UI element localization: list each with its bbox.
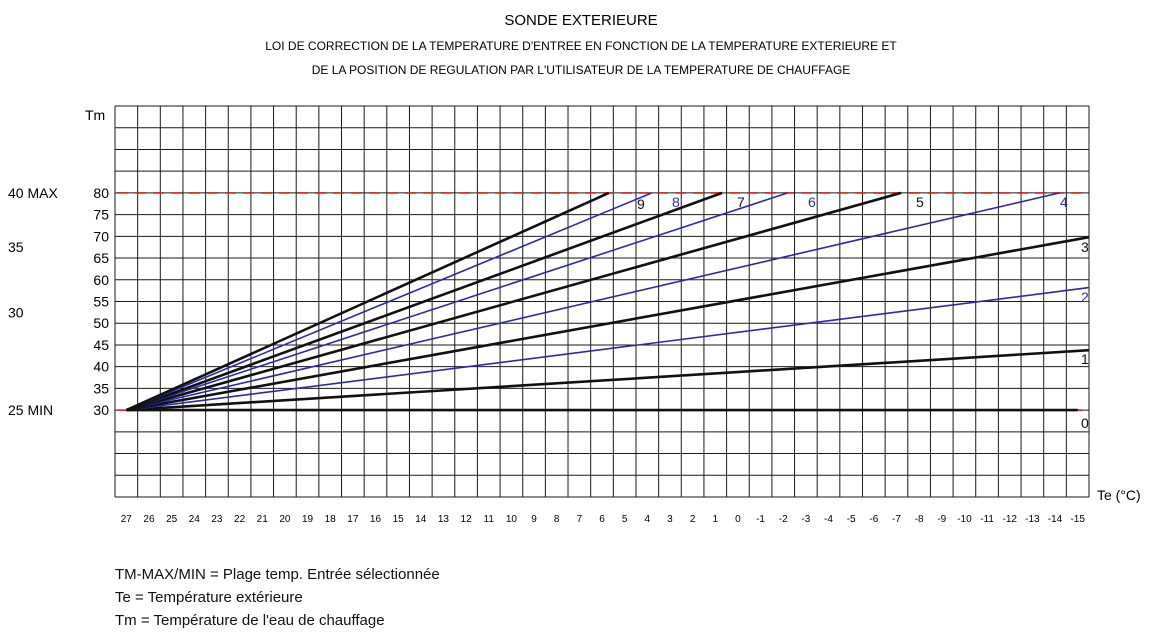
outer-scale-label: 35 bbox=[8, 239, 24, 255]
x-tick-label: 23 bbox=[211, 514, 223, 525]
y-tick-label: 55 bbox=[93, 294, 109, 310]
x-tick-label: 1 bbox=[712, 514, 718, 525]
x-tick-label: -4 bbox=[824, 514, 833, 525]
x-tick-label: 12 bbox=[461, 514, 473, 525]
y-tick-label: 45 bbox=[93, 337, 109, 353]
x-tick-label: 2 bbox=[690, 514, 696, 525]
y-tick-label: 65 bbox=[93, 250, 109, 266]
x-tick-label: -6 bbox=[869, 514, 878, 525]
y-tick-label: 70 bbox=[93, 228, 109, 244]
y-tick-label: 40 bbox=[93, 359, 109, 375]
x-axis-label: Te (°C) bbox=[1097, 487, 1141, 503]
x-tick-label: -15 bbox=[1070, 514, 1085, 525]
x-tick-label: 8 bbox=[554, 514, 560, 525]
legend-line-tm: Tm = Température de l'eau de chauffage bbox=[115, 612, 385, 629]
series-label-1: 1 bbox=[1081, 351, 1089, 367]
y-tick-label: 75 bbox=[93, 207, 109, 223]
x-tick-label: -2 bbox=[779, 514, 788, 525]
y-axis-label: Tm bbox=[85, 107, 105, 123]
x-tick-label: -12 bbox=[1002, 514, 1017, 525]
outer-scale-label: 40 MAX bbox=[8, 185, 58, 201]
x-tick-label: 7 bbox=[577, 514, 583, 525]
grid bbox=[114, 105, 1090, 498]
x-tick-label: -13 bbox=[1025, 514, 1040, 525]
y-tick-label: 50 bbox=[93, 315, 109, 331]
y-tick-label: 35 bbox=[93, 380, 109, 396]
series-label-0: 0 bbox=[1081, 415, 1089, 431]
series-line-7 bbox=[125, 191, 723, 412]
x-tick-label: 25 bbox=[166, 514, 178, 525]
y-tick-label: 60 bbox=[93, 272, 109, 288]
x-tick-label: -11 bbox=[980, 514, 994, 525]
x-tick-label: 10 bbox=[506, 514, 518, 525]
series-line-5 bbox=[125, 191, 902, 412]
x-tick-label: 18 bbox=[325, 514, 337, 525]
x-tick-label: -10 bbox=[957, 514, 972, 525]
x-tick-label: 16 bbox=[370, 514, 382, 525]
tick-labels: 27 26 25 24 23 22 21 20 19 18 17 16 15 14 13 12 11 10 9 8 7 6… bbox=[8, 185, 1085, 525]
series-label-3: 3 bbox=[1081, 239, 1089, 255]
x-tick-label: 6 bbox=[599, 514, 605, 525]
x-tick-label: -7 bbox=[892, 514, 901, 525]
series-line-1 bbox=[126, 348, 1090, 412]
series-line-2 bbox=[126, 286, 1090, 411]
x-tick-label: 27 bbox=[121, 514, 133, 525]
x-tick-label: 3 bbox=[667, 514, 673, 525]
x-tick-label: 21 bbox=[257, 514, 269, 525]
series-line-4 bbox=[126, 192, 1060, 411]
series-line-6 bbox=[126, 192, 788, 411]
series-label-5: 5 bbox=[916, 194, 924, 210]
x-tick-label: -1 bbox=[756, 514, 765, 525]
x-tick-label: 17 bbox=[347, 514, 359, 525]
x-tick-label: 5 bbox=[622, 514, 628, 525]
series-line-9 bbox=[125, 191, 610, 412]
x-tick-label: 9 bbox=[531, 514, 537, 525]
x-tick-label: 26 bbox=[143, 514, 155, 525]
x-tick-label: 13 bbox=[438, 514, 450, 525]
legend-line-te: Te = Température extérieure bbox=[115, 589, 303, 606]
series-label-7: 7 bbox=[737, 194, 745, 210]
x-tick-label: -9 bbox=[937, 514, 946, 525]
outer-scale-label: 30 bbox=[8, 304, 24, 320]
series-label-4: 4 bbox=[1060, 194, 1068, 210]
y-tick-label: 80 bbox=[93, 185, 109, 201]
series-lines: 0 1 2 3 4 5 6 7 8 9 bbox=[125, 191, 1090, 431]
x-tick-label: 24 bbox=[189, 514, 201, 525]
x-tick-label: 11 bbox=[484, 514, 495, 525]
chart-subtitle-line-1: LOI DE CORRECTION DE LA TEMPERATURE D'EN… bbox=[265, 39, 897, 53]
x-tick-label: 20 bbox=[279, 514, 291, 525]
y-tick-label: 30 bbox=[93, 402, 109, 418]
x-tick-label: -3 bbox=[801, 514, 810, 525]
series-line-3 bbox=[126, 235, 1090, 412]
series-label-2: 2 bbox=[1081, 289, 1089, 305]
x-tick-label: 19 bbox=[302, 514, 314, 525]
x-tick-label: -14 bbox=[1048, 514, 1063, 525]
x-tick-label: 15 bbox=[393, 514, 405, 525]
x-tick-label: -8 bbox=[915, 514, 924, 525]
legend: TM-MAX/MIN = Plage temp. Entrée sélectio… bbox=[115, 563, 440, 632]
x-tick-label: 0 bbox=[735, 514, 741, 525]
x-tick-label: 4 bbox=[645, 514, 651, 525]
outer-scale-label: 25 MIN bbox=[8, 402, 53, 418]
chart-subtitle-line-2: DE LA POSITION DE REGULATION PAR L'UTILI… bbox=[312, 63, 851, 77]
series-line-8 bbox=[125, 192, 653, 411]
x-tick-label: 14 bbox=[415, 514, 427, 525]
series-label-6: 6 bbox=[808, 194, 816, 210]
x-tick-label: 22 bbox=[234, 514, 246, 525]
legend-line-tm-max-min: TM-MAX/MIN = Plage temp. Entrée sélectio… bbox=[115, 566, 440, 583]
chart-title: SONDE EXTERIEURE bbox=[504, 12, 657, 29]
series-label-9: 9 bbox=[637, 196, 645, 212]
x-tick-label: -5 bbox=[847, 514, 856, 525]
series-label-8: 8 bbox=[672, 194, 680, 210]
